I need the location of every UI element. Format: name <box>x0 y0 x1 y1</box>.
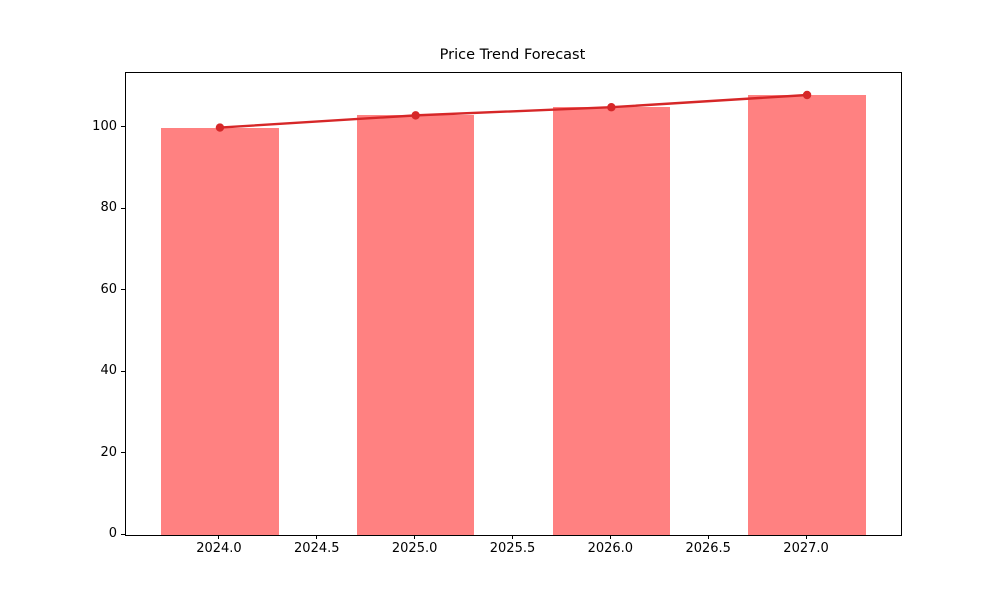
x-tick-mark <box>218 535 220 539</box>
bar-2027 <box>748 95 866 535</box>
y-tick-label: 0 <box>108 526 117 541</box>
x-tick-mark <box>707 535 709 539</box>
data-point-marker-2027 <box>802 90 812 100</box>
x-tick-label: 2024.5 <box>294 541 340 556</box>
x-tick-mark <box>316 535 318 539</box>
plot-area <box>125 72 902 536</box>
x-tick-label: 2026.5 <box>685 541 731 556</box>
y-tick-mark <box>121 289 125 291</box>
trend-line-layer <box>215 90 812 132</box>
y-tick-mark <box>121 207 125 209</box>
x-tick-mark <box>805 535 807 539</box>
y-tick-mark <box>121 370 125 372</box>
x-tick-label: 2026.0 <box>587 541 634 556</box>
bar-2024 <box>161 127 279 535</box>
data-point-marker-2026 <box>607 103 616 112</box>
x-tick-label: 2027.0 <box>783 541 829 556</box>
bar-2025 <box>356 115 475 535</box>
x-tick-label: 2025.0 <box>391 541 438 556</box>
y-tick-label: 80 <box>100 200 117 216</box>
chart-title: Price Trend Forecast <box>439 47 586 63</box>
data-point-marker-2024 <box>215 123 225 132</box>
x-tick-mark <box>609 535 611 539</box>
bar-2026 <box>552 107 671 535</box>
y-tick-label: 100 <box>92 118 117 134</box>
y-tick-label: 40 <box>100 363 117 379</box>
x-tick-mark <box>512 535 513 539</box>
data-point-marker-2025 <box>411 111 420 120</box>
x-tick-label: 2024.0 <box>196 541 242 556</box>
y-tick-label: 20 <box>100 444 117 460</box>
y-tick-mark <box>121 533 125 535</box>
y-tick-label: 60 <box>100 281 117 297</box>
x-tick-mark <box>414 535 416 539</box>
y-tick-mark <box>121 452 125 454</box>
trend-line <box>219 93 808 129</box>
x-tick-label: 2025.5 <box>489 541 536 556</box>
y-tick-mark <box>121 126 125 128</box>
